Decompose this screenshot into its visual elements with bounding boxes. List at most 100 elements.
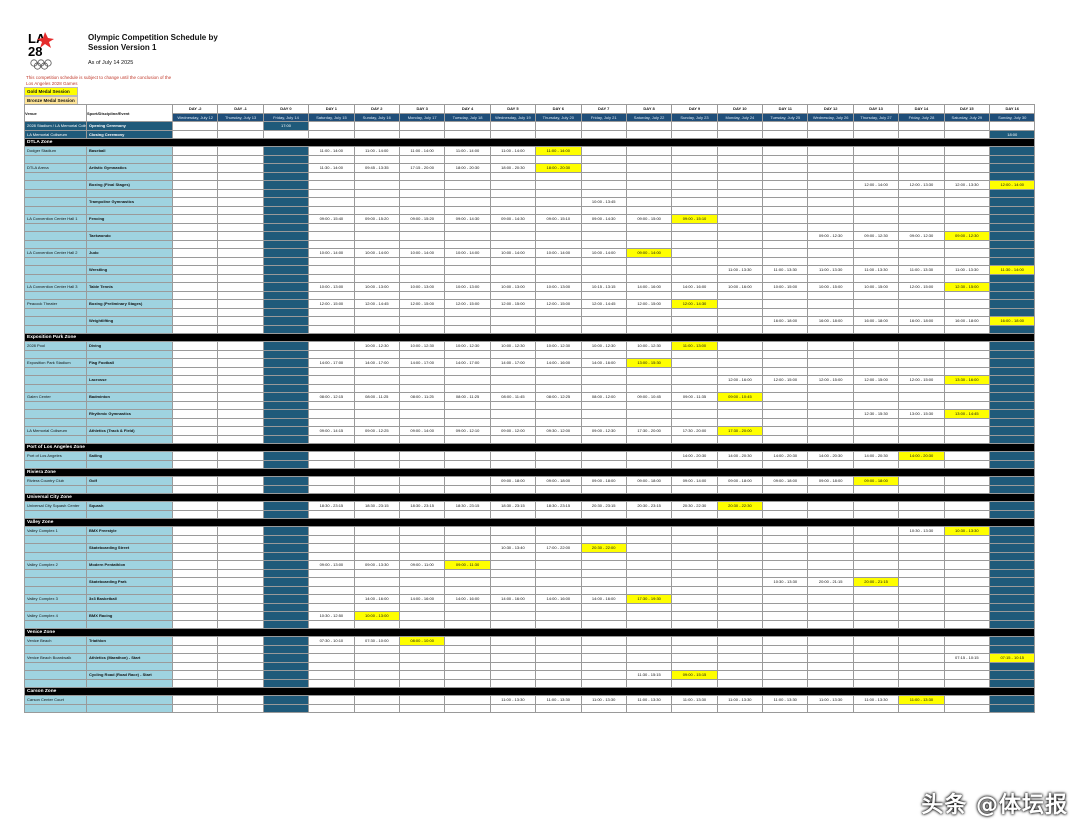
session-cell-empty [898,534,945,544]
session-cell-empty [716,400,764,410]
session-cell-empty [943,602,991,612]
session-cell [898,636,945,646]
session-cell: 14:00 - 20:30 [716,451,764,461]
session-cell-empty [398,324,446,334]
session-cell [807,129,854,139]
session-cell: 11:00 - 13:30 [716,695,764,705]
session-cell-empty [943,324,991,334]
session-cell [580,577,627,587]
session-cell-empty [171,400,219,410]
session-cell-empty [171,307,219,317]
session-cell-empty [671,290,718,300]
event-cell-cont [86,171,173,181]
session-cell [444,577,491,587]
session-cell [353,197,400,207]
venue-cell-cont [24,568,87,578]
session-cell-empty [171,239,219,249]
session-cell [171,265,219,275]
session-cell [398,180,446,190]
date-header: Monday, July 17 [398,112,446,122]
event-cell: Judo [86,248,173,258]
session-cell-empty [716,290,764,300]
session-cell-empty [671,239,718,249]
session-cell-empty [716,171,764,181]
session-cell-empty [489,619,537,629]
session-cell-empty [217,171,264,181]
session-cell: 10:00 - 15:00 [807,282,854,292]
session-cell [580,611,627,621]
event-cell-cont [86,324,173,334]
session-cell-empty [580,509,627,519]
session-cell [308,375,355,385]
session-cell-empty [262,171,310,181]
session-cell: 14:00 - 16:00 [580,594,627,604]
session-cell [898,670,945,680]
session-cell [262,392,310,402]
session-cell [217,501,264,511]
venue-cell: DTLA Arena [24,163,87,173]
session-cell-empty [762,484,809,494]
event-row: Valley Complex 3 3x3 Basketball 14:00 - 16… [24,594,1036,604]
session-cell [898,543,945,553]
session-cell: 12:00 - 15:00 [535,299,582,309]
session-cell [716,248,764,258]
session-cell-empty [171,509,219,519]
session-cell-empty [398,273,446,283]
session-cell-empty [308,222,355,232]
session-cell [671,653,718,663]
session-cell: 10:00 - 12:30 [398,341,446,351]
session-cell: 12:30 - 15:30 [852,409,900,419]
session-cell-empty [444,585,491,595]
session-cell-empty [898,324,945,334]
event-row: Wrestling 11:00 - 13:30 11:00 - 13:30 11:00… [24,265,1036,275]
session-cell [898,146,945,156]
session-cell-empty [671,256,718,266]
session-cell [671,611,718,621]
session-cell-empty [943,239,991,249]
session-cell [398,451,446,461]
session-cell-empty [580,568,627,578]
session-cell [262,543,310,553]
venue-cell: Valley Complex 3 [24,594,87,604]
session-cell [943,501,991,511]
session-cell: 18:00 [989,129,1036,139]
zone-label: DTLA Zone [23,138,1036,147]
session-cell-empty [716,307,764,317]
session-cell [171,316,219,326]
session-cell: 16:00 - 18:00 [989,316,1036,326]
session-cell-empty [262,678,310,688]
session-cell [852,426,900,436]
session-cell: 20:00 - 21:15 [852,577,900,587]
session-cell-empty [580,459,627,469]
session-cell-empty [716,661,764,671]
session-cell-empty [308,509,355,519]
event-cell: 3x3 Basketball [86,594,173,604]
session-cell-empty [671,366,718,376]
session-cell: 09:00 - 14:30 [444,214,491,224]
session-cell-empty [262,290,310,300]
session-cell [398,121,446,131]
session-cell [262,409,310,419]
session-cell-empty [898,434,945,444]
session-cell-empty [625,585,673,595]
session-cell-empty [943,290,991,300]
session-cell [489,180,537,190]
venue-cell [24,670,87,680]
session-cell-empty [852,256,900,266]
session-cell [807,636,854,646]
session-cell-empty [171,484,219,494]
session-cell-empty [535,484,582,494]
session-cell-empty [898,171,945,181]
session-cell: 09:00 - 10:45 [716,392,764,402]
session-cell [353,121,400,131]
session-cell: 14:00 - 17:00 [444,358,491,368]
venue-cell-cont [24,349,87,359]
session-cell [217,282,264,292]
session-cell-empty [217,205,264,215]
session-cell [989,146,1036,156]
event-row-spacer [24,619,1036,629]
session-cell-empty [398,290,446,300]
session-cell [580,409,627,419]
session-cell [716,611,764,621]
session-cell [171,163,219,173]
